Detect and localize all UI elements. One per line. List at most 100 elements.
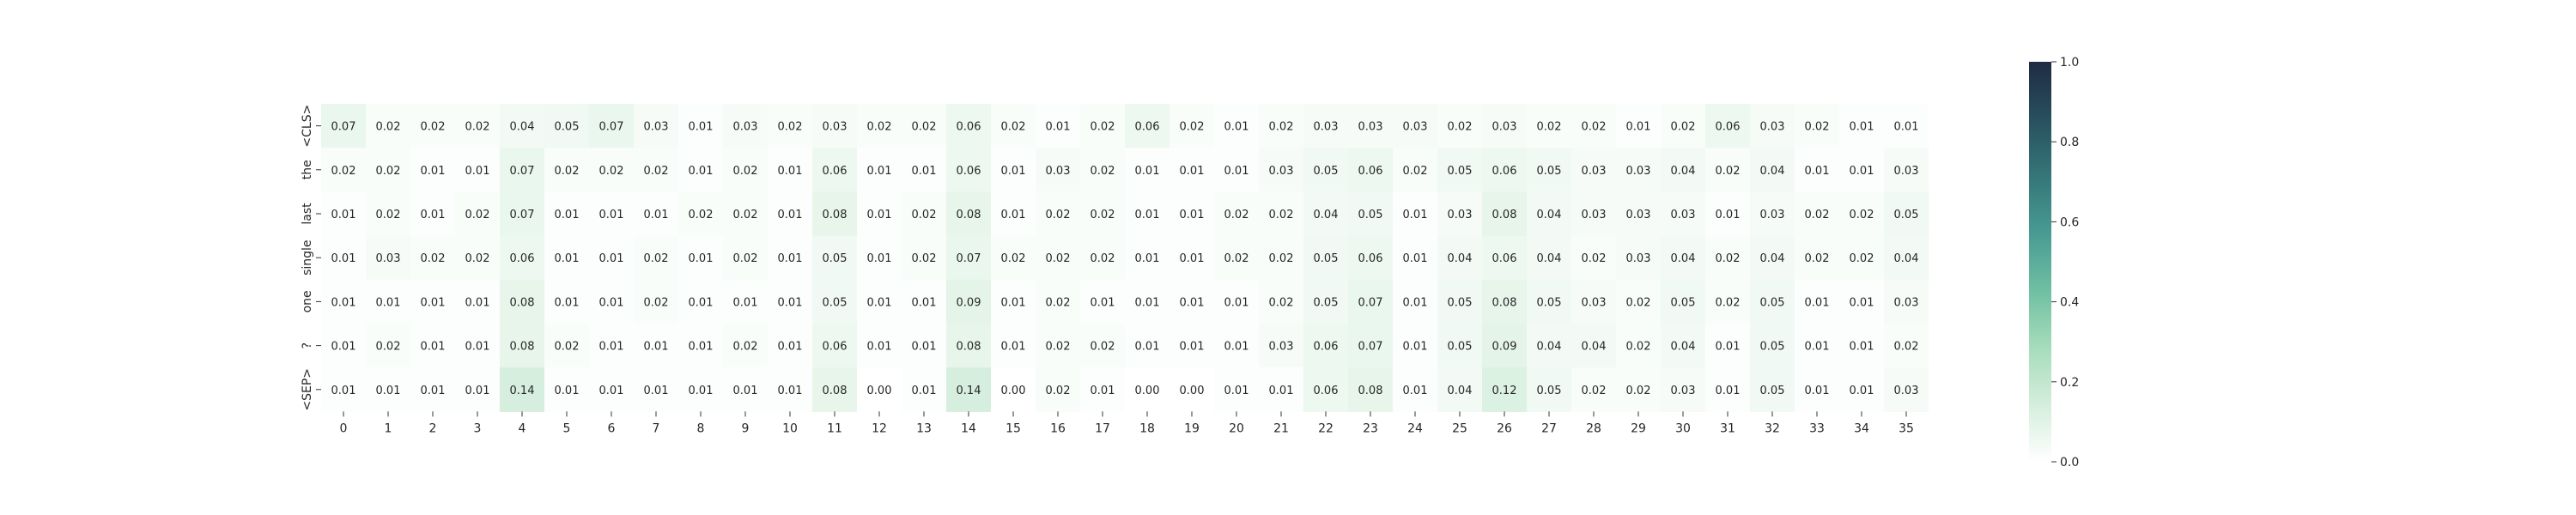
heatmap-cell — [1437, 279, 1483, 324]
heatmap-cell — [1080, 367, 1126, 412]
heatmap-cell — [902, 324, 947, 368]
cell-value-label: 0.01 — [331, 252, 356, 265]
cell-value-label: 0.05 — [1448, 341, 1473, 354]
cell-value-label: 0.01 — [912, 296, 937, 309]
heatmap-cell — [1214, 367, 1260, 412]
cell-value-label: 0.03 — [1403, 121, 1428, 134]
cell-value-label: 0.04 — [1314, 209, 1339, 221]
cell-value-label: 0.02 — [1001, 121, 1026, 134]
heatmap-cell — [1214, 279, 1260, 324]
cell-value-label: 0.01 — [1805, 296, 1830, 309]
y-tick-label: the — [301, 160, 314, 179]
heatmap-cell — [1482, 235, 1528, 281]
cell-value-label: 0.02 — [465, 252, 490, 265]
cell-value-label: 0.05 — [1314, 165, 1339, 178]
cell-value-label: 0.01 — [1224, 165, 1249, 178]
cell-value-label: 0.02 — [599, 165, 624, 178]
x-tick-label: 5 — [563, 421, 571, 435]
heatmap-cell — [1661, 324, 1706, 368]
heatmap-cell — [455, 324, 501, 368]
heatmap-cell — [1750, 235, 1795, 281]
cell-value-label: 0.01 — [1180, 252, 1205, 265]
cell-value-label: 0.02 — [1091, 341, 1115, 354]
cell-value-label: 0.01 — [465, 341, 490, 354]
heatmap-cell — [991, 279, 1036, 324]
heatmap-cell-labels: 0.07 0.02 0.02 0.02 0.04 0.05 0.07 0.03 0.01 0.03… — [331, 121, 1919, 397]
x-tick-label: 26 — [1497, 421, 1512, 435]
heatmap-cell — [321, 367, 367, 412]
cell-value-label: 0.05 — [1760, 385, 1785, 397]
heatmap-cell — [1750, 148, 1795, 192]
x-tick-label: 34 — [1854, 421, 1869, 435]
x-tick-label: 13 — [916, 421, 932, 435]
heatmap-cell — [1839, 235, 1885, 281]
heatmap-cell — [1750, 324, 1795, 368]
cell-value-label: 0.07 — [1358, 296, 1383, 309]
cell-value-label: 0.01 — [1805, 165, 1830, 178]
cell-value-label: 0.06 — [823, 341, 848, 354]
x-tick-label: 24 — [1407, 421, 1423, 435]
cell-value-label: 0.02 — [1046, 252, 1071, 265]
x-tick-label: 6 — [608, 421, 616, 435]
cell-value-label: 0.01 — [1224, 296, 1249, 309]
heatmap-cell — [1437, 235, 1483, 281]
cell-value-label: 0.04 — [1671, 341, 1696, 354]
heatmap-cell — [1348, 279, 1394, 324]
heatmap-cell — [1303, 324, 1349, 368]
cell-value-label: 0.01 — [912, 385, 937, 397]
cell-value-label: 0.04 — [510, 121, 535, 134]
cell-value-label: 0.12 — [1492, 385, 1517, 397]
cell-value-label: 0.02 — [689, 209, 714, 221]
cell-value-label: 0.02 — [1894, 341, 1919, 354]
cell-value-label: 0.03 — [1269, 341, 1294, 354]
heatmap-cell — [589, 367, 635, 412]
heatmap-cell — [1839, 279, 1885, 324]
cell-value-label: 0.02 — [1582, 385, 1607, 397]
colorbar-tick-label: 0.8 — [2060, 136, 2079, 149]
heatmap-cell — [1750, 367, 1795, 412]
cell-value-label: 0.02 — [1403, 165, 1428, 178]
heatmap-cell — [946, 148, 992, 192]
heatmap-cell — [1705, 104, 1751, 148]
heatmap-cell — [991, 324, 1036, 368]
heatmap-cell — [1303, 191, 1349, 237]
cell-value-label: 0.02 — [1850, 252, 1874, 265]
heatmap-cell — [589, 104, 635, 148]
heatmap-cell — [812, 279, 858, 324]
heatmap-cell — [1080, 279, 1126, 324]
cell-value-label: 0.04 — [1760, 252, 1785, 265]
y-tick-label: ? — [301, 342, 314, 348]
colorbar: 0.0 0.2 0.4 0.6 0.8 1.0 — [2029, 56, 2079, 470]
cell-value-label: 0.01 — [1403, 209, 1428, 221]
heatmap-cell — [366, 279, 411, 324]
cell-value-label: 0.03 — [1626, 209, 1651, 221]
x-tick-label: 22 — [1318, 421, 1334, 435]
cell-value-label: 0.02 — [867, 121, 892, 134]
cell-value-label: 0.02 — [1180, 121, 1205, 134]
heatmap-cell — [455, 367, 501, 412]
cell-value-label: 0.01 — [1403, 385, 1428, 397]
cell-value-label: 0.01 — [1135, 296, 1160, 309]
cell-value-label: 0.08 — [1492, 296, 1517, 309]
cell-value-label: 0.01 — [421, 385, 446, 397]
heatmap-cell — [723, 367, 769, 412]
cell-value-label: 0.06 — [1716, 121, 1741, 134]
heatmap-cell — [1437, 324, 1483, 368]
x-tick-label: 19 — [1184, 421, 1200, 435]
heatmap-cell — [500, 191, 545, 237]
cell-value-label: 0.05 — [1537, 296, 1562, 309]
heatmap-cell — [1705, 324, 1751, 368]
heatmap-cell — [1393, 104, 1438, 148]
heatmap-cell — [902, 279, 947, 324]
heatmap-cell — [1259, 235, 1304, 281]
cell-value-label: 0.06 — [510, 252, 535, 265]
heatmap-cell — [1170, 279, 1215, 324]
heatmap-cell — [455, 235, 501, 281]
cell-value-label: 0.07 — [1358, 341, 1383, 354]
cell-value-label: 0.05 — [1448, 296, 1473, 309]
cell-value-label: 0.01 — [331, 296, 356, 309]
cell-value-label: 0.01 — [644, 341, 669, 354]
heatmap-cell — [902, 148, 947, 192]
heatmap-cell — [723, 235, 769, 281]
heatmap-cell — [812, 235, 858, 281]
